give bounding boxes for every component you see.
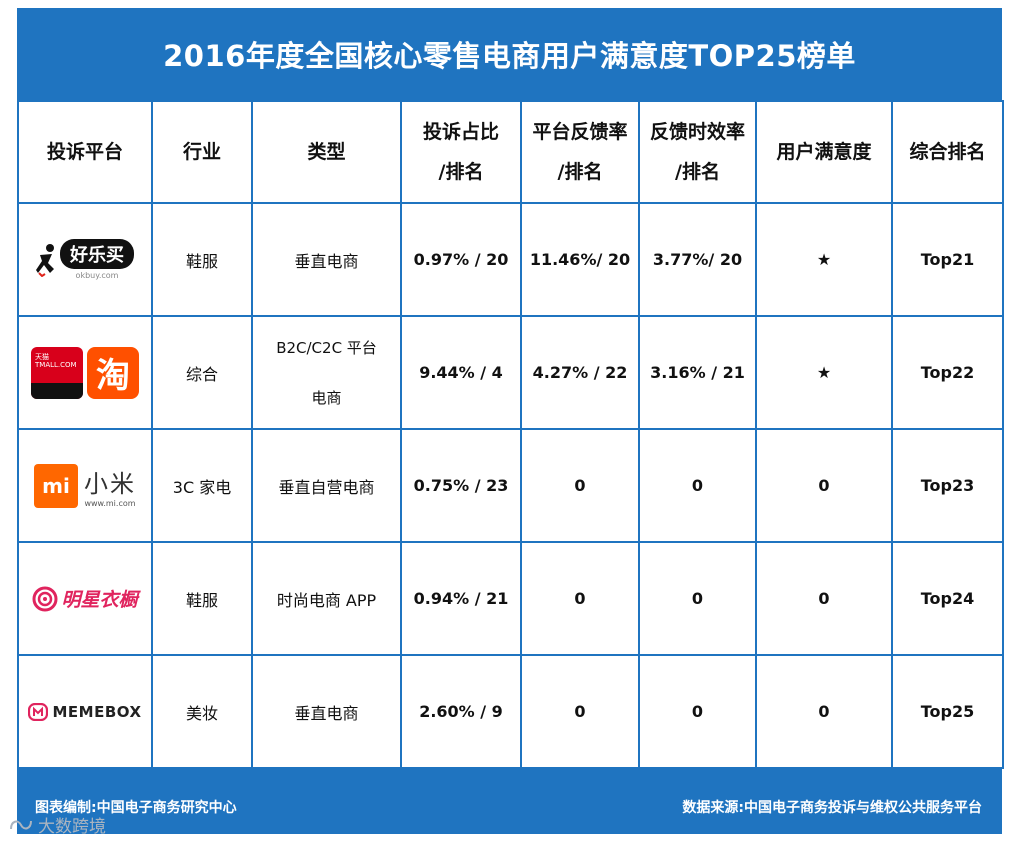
footer-compiler: 图表编制:中国电子商务研究中心 <box>35 800 237 816</box>
xiaomi-logo: mi 小米 www.mi.com <box>19 430 151 541</box>
ranking-table: 投诉平台 行业 类型 投诉占比 /排名 平台反馈率 /排名 反馈时效率 /排名 … <box>17 100 1004 769</box>
complaint-cell: 2.60% / 9 <box>400 654 522 769</box>
rank-cell: Top22 <box>891 315 1004 430</box>
watermark-icon <box>10 820 32 829</box>
table-row: mi 小米 www.mi.com 3C 家电 垂直自营电商 0.75% / 23… <box>17 428 1004 543</box>
industry-cell: 3C 家电 <box>151 428 253 543</box>
mingxingyichu-logo: 明星衣橱 <box>19 543 151 654</box>
type-cell: 垂直电商 <box>251 202 402 317</box>
mi-icon: mi <box>34 463 78 508</box>
feedback-cell: 11.46%/ 20 <box>520 202 640 317</box>
okbuy-logo: 好乐买 okbuy.com <box>19 204 151 315</box>
mingxingyichu-logo-text: 明星衣橱 <box>61 589 138 611</box>
tmall-taobao-logo: 天猫 TMALL.COM 淘 <box>19 317 151 428</box>
complaint-cell: 0.75% / 23 <box>400 428 522 543</box>
feedback-cell: 0 <box>520 541 640 656</box>
rank-cell: Top25 <box>891 654 1004 769</box>
header-feedback-line2: /排名 <box>557 161 603 183</box>
header-row: 投诉平台 行业 类型 投诉占比 /排名 平台反馈率 /排名 反馈时效率 /排名 … <box>17 100 1004 204</box>
header-complaint: 投诉占比 /排名 <box>400 100 522 204</box>
header-industry: 行业 <box>151 100 253 204</box>
memebox-logo-text: MEMEBOX <box>52 702 142 721</box>
complaint-cell: 0.94% / 21 <box>400 541 522 656</box>
platform-logo-cell: 好乐买 okbuy.com <box>17 202 153 317</box>
type-cell: B2C/C2C 平台 电商 <box>251 315 402 430</box>
satisfaction-cell: 0 <box>755 541 893 656</box>
type-line1: B2C/C2C 平台 <box>276 338 377 357</box>
type-cell: 时尚电商 APP <box>251 541 402 656</box>
okbuy-logo-text: 好乐买 <box>60 239 134 269</box>
feedback-cell: 0 <box>520 428 640 543</box>
industry-cell: 鞋服 <box>151 541 253 656</box>
tmall-logo-sub: 天猫 TMALL.COM <box>35 352 77 369</box>
rank-cell: Top23 <box>891 428 1004 543</box>
page-title: 2016年度全国核心零售电商用户满意度TOP25榜单 <box>163 39 856 73</box>
header-type: 类型 <box>251 100 402 204</box>
runner-icon <box>36 243 54 277</box>
satisfaction-cell: 0 <box>755 428 893 543</box>
platform-logo-cell: mi 小米 www.mi.com <box>17 428 153 543</box>
header-satisfaction: 用户满意度 <box>755 100 893 204</box>
timeliness-cell: 3.16% / 21 <box>638 315 757 430</box>
xiaomi-logo-sub: www.mi.com <box>84 498 136 508</box>
timeliness-cell: 0 <box>638 654 757 769</box>
taobao-icon: 淘 <box>87 346 139 399</box>
satisfaction-cell: 0 <box>755 654 893 769</box>
satisfaction-cell: ★ <box>755 202 893 317</box>
watermark-text: 大数跨境 <box>38 817 106 837</box>
type-line2: 电商 <box>311 388 342 407</box>
table-row: MEMEBOX 美妆 垂直电商 2.60% / 9 0 0 0 Top25 <box>17 654 1004 769</box>
type-cell: 垂直自营电商 <box>251 428 402 543</box>
table-row: 好乐买 okbuy.com 鞋服 垂直电商 0.97% / 20 11.46%/… <box>17 202 1004 317</box>
swirl-icon <box>32 586 58 611</box>
header-complaint-line2: /排名 <box>438 161 484 183</box>
memebox-logo: MEMEBOX <box>19 656 151 767</box>
timeliness-cell: 3.77%/ 20 <box>638 202 757 317</box>
rank-cell: Top24 <box>891 541 1004 656</box>
platform-logo-cell: 明星衣橱 <box>17 541 153 656</box>
header-timeliness: 反馈时效率 /排名 <box>638 100 757 204</box>
complaint-cell: 9.44% / 4 <box>400 315 522 430</box>
xiaomi-logo-text: 小米 <box>84 469 136 498</box>
industry-cell: 美妆 <box>151 654 253 769</box>
header-feedback: 平台反馈率 /排名 <box>520 100 640 204</box>
rank-cell: Top21 <box>891 202 1004 317</box>
timeliness-cell: 0 <box>638 541 757 656</box>
industry-cell: 综合 <box>151 315 253 430</box>
complaint-cell: 0.97% / 20 <box>400 202 522 317</box>
header-rank: 综合排名 <box>891 100 1004 204</box>
okbuy-logo-sub: okbuy.com <box>75 271 119 280</box>
table-row: 天猫 TMALL.COM 淘 综合 B2C/C2C 平台 电商 9.44% / … <box>17 315 1004 430</box>
header-feedback-line1: 平台反馈率 <box>532 121 628 143</box>
header-complaint-line1: 投诉占比 <box>422 121 499 143</box>
feedback-cell: 0 <box>520 654 640 769</box>
footer-bar: 图表编制:中国电子商务研究中心 数据来源:中国电子商务投诉与维权公共服务平台 <box>17 770 1002 834</box>
platform-logo-cell: MEMEBOX <box>17 654 153 769</box>
tmall-icon: 天猫 TMALL.COM <box>31 346 83 399</box>
header-platform: 投诉平台 <box>17 100 153 204</box>
feedback-cell: 4.27% / 22 <box>520 315 640 430</box>
timeliness-cell: 0 <box>638 428 757 543</box>
footer-source: 数据来源:中国电子商务投诉与维权公共服务平台 <box>682 800 982 816</box>
memebox-icon <box>28 702 49 721</box>
satisfaction-cell: ★ <box>755 315 893 430</box>
table-row: 明星衣橱 鞋服 时尚电商 APP 0.94% / 21 0 0 0 Top24 <box>17 541 1004 656</box>
header-timeliness-line1: 反馈时效率 <box>649 121 745 143</box>
industry-cell: 鞋服 <box>151 202 253 317</box>
type-cell: 垂直电商 <box>251 654 402 769</box>
watermark: 大数跨境 <box>8 812 106 837</box>
header-timeliness-line2: /排名 <box>675 161 720 183</box>
platform-logo-cell: 天猫 TMALL.COM 淘 <box>17 315 153 430</box>
